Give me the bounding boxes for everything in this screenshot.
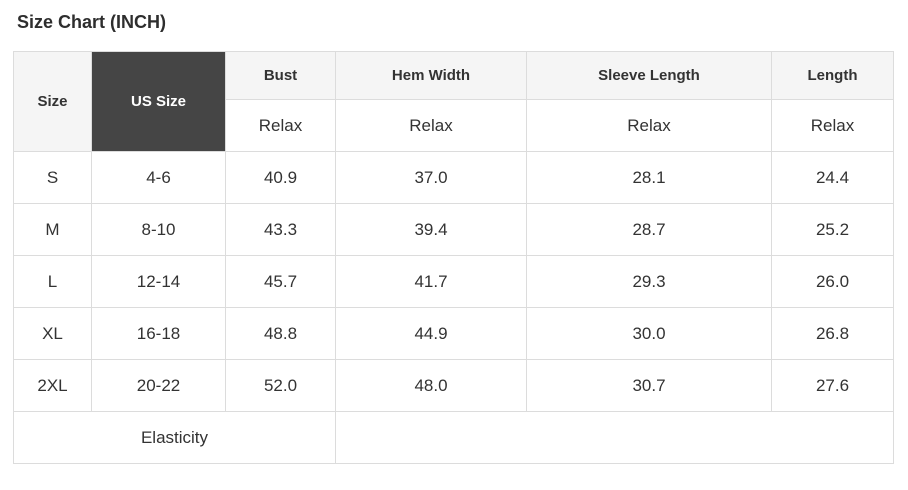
bust-value-cell: 48.8 — [225, 307, 336, 360]
size-row-s: S 4-6 40.9 37.0 28.1 24.4 — [13, 151, 894, 204]
sleeve-length-value-cell: 28.7 — [526, 203, 772, 256]
bust-value-cell: 43.3 — [225, 203, 336, 256]
size-row-xl: XL 16-18 48.8 44.9 30.0 26.8 — [13, 307, 894, 360]
size-label-cell: XL — [13, 307, 92, 360]
size-chart-header: Size US Size Bust Hem Width Sleeve Lengt… — [13, 51, 894, 152]
elasticity-value-cell — [335, 411, 894, 464]
hem-width-value-cell: 39.4 — [335, 203, 527, 256]
elasticity-label-cell: Elasticity — [13, 411, 336, 464]
col-header-bust: Bust — [225, 51, 336, 100]
fit-type-sleeve-length: Relax — [526, 99, 772, 152]
size-chart-section: Size Chart (INCH) Size US Size Bust Hem … — [13, 12, 894, 464]
length-value-cell: 25.2 — [771, 203, 894, 256]
hem-width-value-cell: 37.0 — [335, 151, 527, 204]
us-size-cell: 8-10 — [91, 203, 226, 256]
length-value-cell: 27.6 — [771, 359, 894, 412]
col-header-length: Length — [771, 51, 894, 100]
size-row-m: M 8-10 43.3 39.4 28.7 25.2 — [13, 203, 894, 256]
fit-type-bust: Relax — [225, 99, 336, 152]
hem-width-value-cell: 41.7 — [335, 255, 527, 308]
fit-type-hem-width: Relax — [335, 99, 527, 152]
col-header-us-size: US Size — [91, 51, 226, 152]
bust-value-cell: 40.9 — [225, 151, 336, 204]
sleeve-length-value-cell: 30.0 — [526, 307, 772, 360]
size-chart-table: Size US Size Bust Hem Width Sleeve Lengt… — [13, 51, 894, 464]
elasticity-row: Elasticity — [13, 411, 894, 464]
size-chart-footer: Elasticity — [13, 411, 894, 464]
us-size-cell: 16-18 — [91, 307, 226, 360]
sleeve-length-value-cell: 28.1 — [526, 151, 772, 204]
header-row-measurements: Size US Size Bust Hem Width Sleeve Lengt… — [13, 51, 894, 152]
us-size-cell: 4-6 — [91, 151, 226, 204]
hem-width-value-cell: 44.9 — [335, 307, 527, 360]
size-chart-body: S 4-6 40.9 37.0 28.1 24.4 M 8-10 43.3 39… — [13, 151, 894, 412]
col-header-size: Size — [13, 51, 92, 152]
length-value-cell: 24.4 — [771, 151, 894, 204]
size-label-cell: L — [13, 255, 92, 308]
size-label-cell: 2XL — [13, 359, 92, 412]
sleeve-length-value-cell: 29.3 — [526, 255, 772, 308]
size-chart-title: Size Chart (INCH) — [17, 12, 167, 32]
header-row-fit-type: Relax Relax Relax Relax — [14, 99, 894, 152]
bust-value-cell: 45.7 — [225, 255, 336, 308]
sleeve-length-value-cell: 30.7 — [526, 359, 772, 412]
bust-value-cell: 52.0 — [225, 359, 336, 412]
length-value-cell: 26.0 — [771, 255, 894, 308]
size-label-cell: M — [13, 203, 92, 256]
size-row-l: L 12-14 45.7 41.7 29.3 26.0 — [13, 255, 894, 308]
size-row-2xl: 2XL 20-22 52.0 48.0 30.7 27.6 — [13, 359, 894, 412]
us-size-cell: 12-14 — [91, 255, 226, 308]
col-header-sleeve-length: Sleeve Length — [526, 51, 772, 100]
fit-type-length: Relax — [771, 99, 894, 152]
col-header-hem-width: Hem Width — [335, 51, 527, 100]
size-label-cell: S — [13, 151, 92, 204]
us-size-cell: 20-22 — [91, 359, 226, 412]
hem-width-value-cell: 48.0 — [335, 359, 527, 412]
length-value-cell: 26.8 — [771, 307, 894, 360]
